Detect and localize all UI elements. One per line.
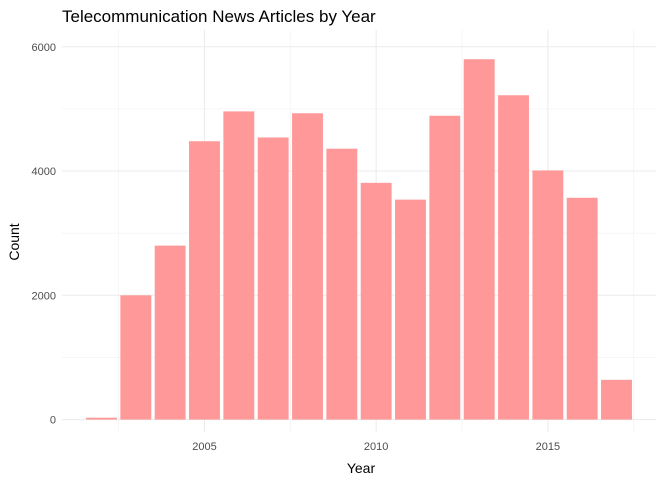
x-axis-ticks: 2005 2010 2015 — [192, 441, 560, 453]
x-tick-label: 2010 — [364, 441, 388, 453]
bar — [257, 137, 289, 420]
y-tick-label: 0 — [50, 415, 56, 427]
bar — [498, 95, 529, 420]
bar — [326, 148, 358, 420]
bar — [360, 182, 392, 420]
bar — [223, 111, 255, 420]
bar — [292, 113, 323, 420]
bar — [532, 170, 564, 420]
bar — [120, 295, 152, 420]
y-tick-label: 6000 — [32, 42, 56, 54]
bar — [429, 115, 461, 420]
bar — [86, 417, 117, 420]
bar — [566, 197, 598, 420]
y-tick-label: 2000 — [32, 290, 56, 302]
bar — [154, 245, 186, 420]
bar — [601, 379, 632, 420]
bar — [463, 59, 495, 420]
x-axis-label: Year — [347, 460, 376, 476]
y-axis-ticks: 0 2000 4000 6000 — [32, 42, 56, 427]
x-tick-label: 2015 — [536, 441, 560, 453]
chart-title: Telecommunication News Articles by Year — [62, 7, 376, 26]
y-tick-label: 4000 — [32, 166, 56, 178]
bar — [189, 141, 220, 420]
x-tick-label: 2005 — [192, 441, 216, 453]
y-axis-label: Count — [6, 223, 22, 260]
bars — [86, 59, 632, 420]
bar — [395, 199, 426, 420]
